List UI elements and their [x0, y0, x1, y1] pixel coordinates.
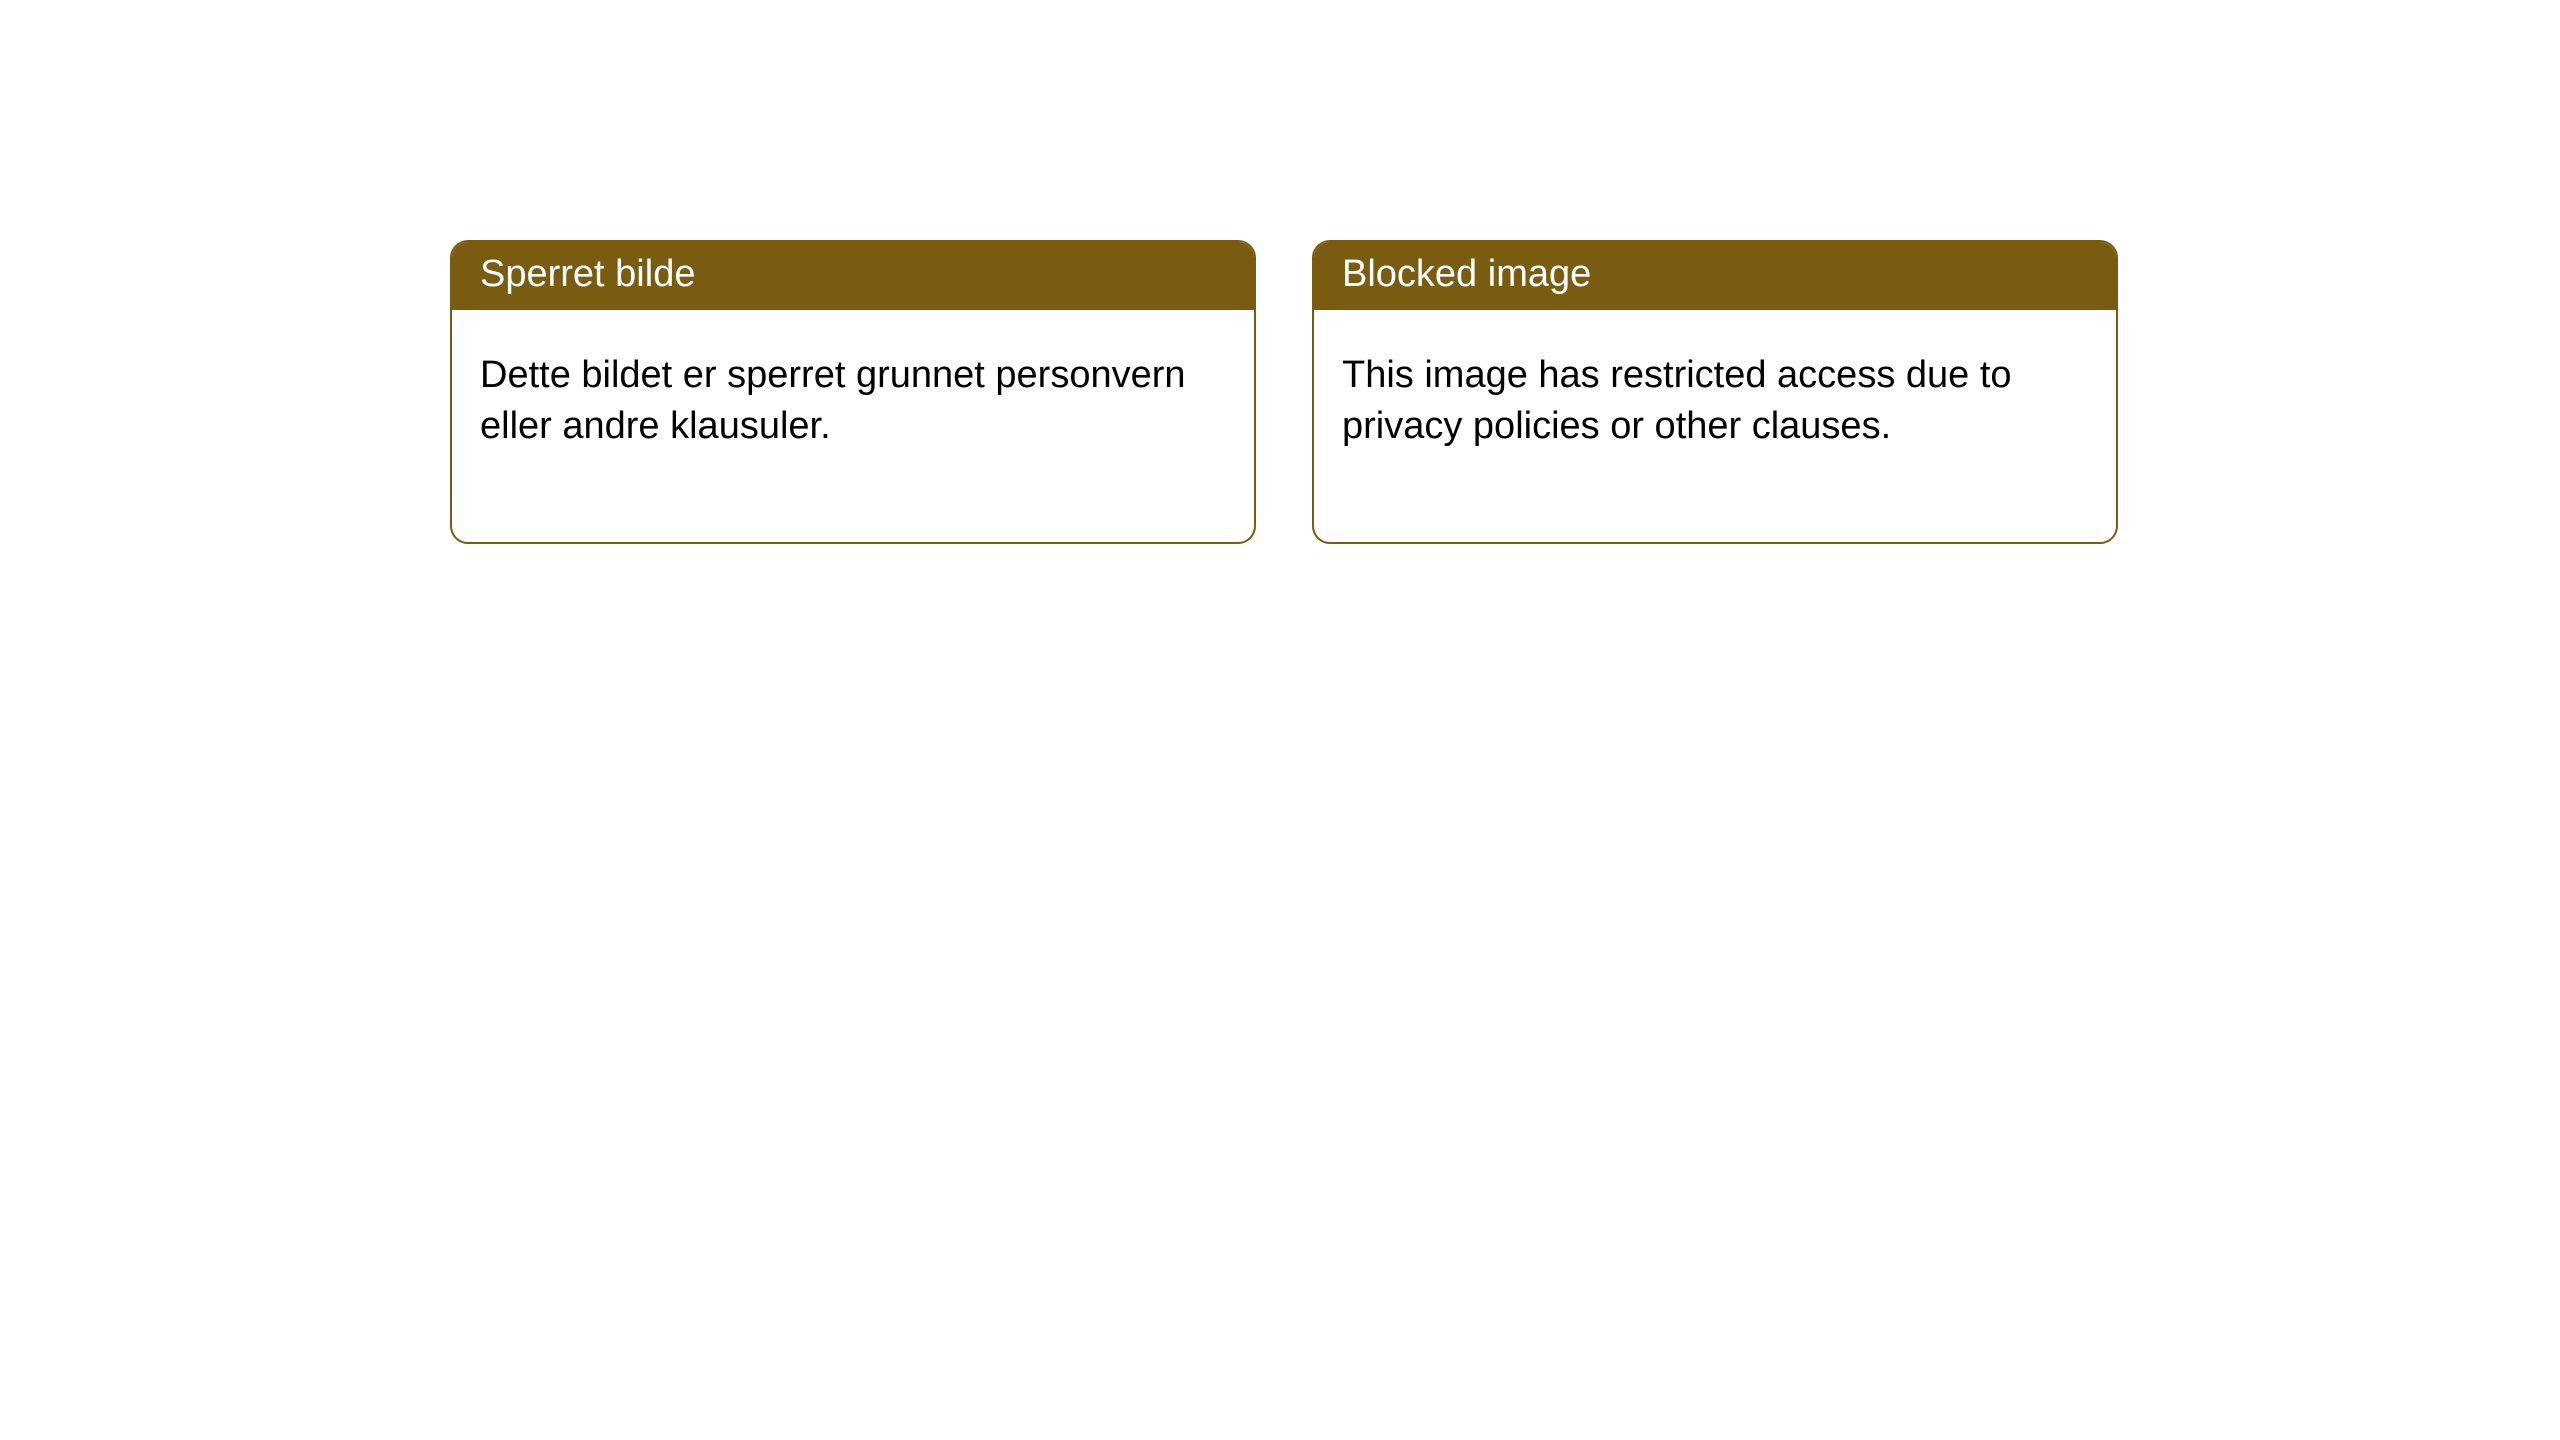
notice-card-english: Blocked image This image has restricted … — [1312, 240, 2118, 544]
notice-body: Dette bildet er sperret grunnet personve… — [452, 310, 1254, 543]
notice-header: Sperret bilde — [452, 242, 1254, 310]
notice-body: This image has restricted access due to … — [1314, 310, 2116, 543]
notice-card-norwegian: Sperret bilde Dette bildet er sperret gr… — [450, 240, 1256, 544]
notice-container: Sperret bilde Dette bildet er sperret gr… — [0, 0, 2560, 544]
notice-header: Blocked image — [1314, 242, 2116, 310]
